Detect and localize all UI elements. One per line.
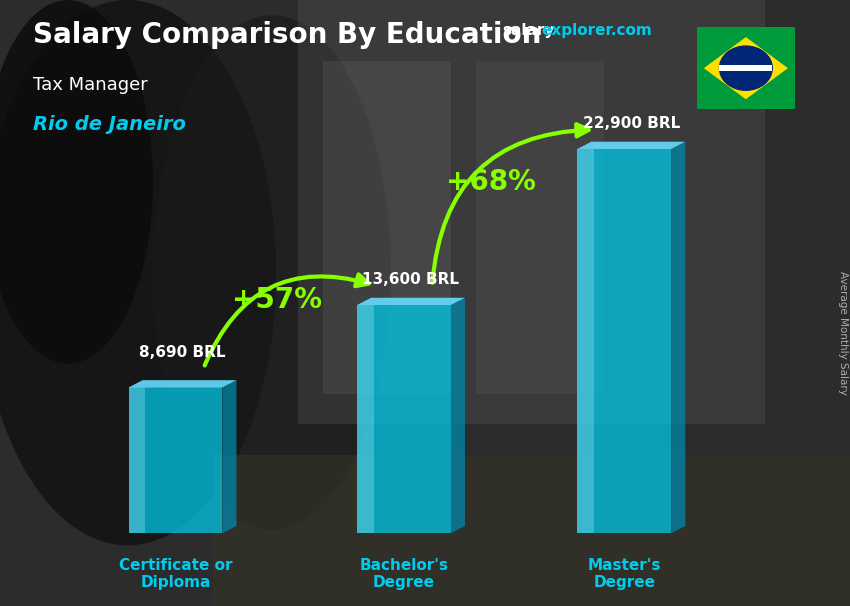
Polygon shape — [672, 142, 685, 533]
Polygon shape — [357, 305, 374, 533]
Text: Master's
Degree: Master's Degree — [587, 558, 661, 590]
Text: +68%: +68% — [445, 168, 536, 196]
Bar — [298, 0, 765, 424]
Polygon shape — [577, 149, 594, 533]
Polygon shape — [128, 380, 236, 387]
Bar — [212, 454, 850, 606]
Text: +57%: +57% — [232, 287, 322, 315]
Text: explorer.com: explorer.com — [541, 23, 652, 38]
Polygon shape — [704, 37, 788, 99]
Circle shape — [719, 46, 773, 90]
FancyArrowPatch shape — [205, 275, 369, 365]
Text: Salary Comparison By Education: Salary Comparison By Education — [32, 21, 541, 49]
Bar — [323, 61, 450, 394]
Text: 13,600 BRL: 13,600 BRL — [362, 272, 460, 287]
Polygon shape — [357, 305, 451, 533]
Bar — [719, 65, 773, 71]
Text: Average Monthly Salary: Average Monthly Salary — [838, 271, 848, 395]
Polygon shape — [577, 149, 672, 533]
Polygon shape — [450, 298, 465, 533]
Polygon shape — [128, 387, 145, 533]
Polygon shape — [128, 387, 223, 533]
Text: Bachelor's
Degree: Bachelor's Degree — [360, 558, 449, 590]
Text: 8,690 BRL: 8,690 BRL — [139, 345, 226, 360]
Polygon shape — [223, 380, 236, 533]
Polygon shape — [577, 142, 685, 149]
Ellipse shape — [153, 15, 391, 530]
Ellipse shape — [0, 0, 276, 545]
Text: 22,900 BRL: 22,900 BRL — [582, 116, 680, 131]
FancyArrowPatch shape — [433, 124, 589, 283]
Text: Certificate or
Diploma: Certificate or Diploma — [119, 558, 232, 590]
Text: Tax Manager: Tax Manager — [32, 76, 147, 94]
Ellipse shape — [0, 0, 153, 364]
Text: Rio de Janeiro: Rio de Janeiro — [32, 115, 185, 134]
Polygon shape — [357, 298, 465, 305]
Bar — [476, 61, 604, 394]
Text: salary: salary — [502, 23, 554, 38]
